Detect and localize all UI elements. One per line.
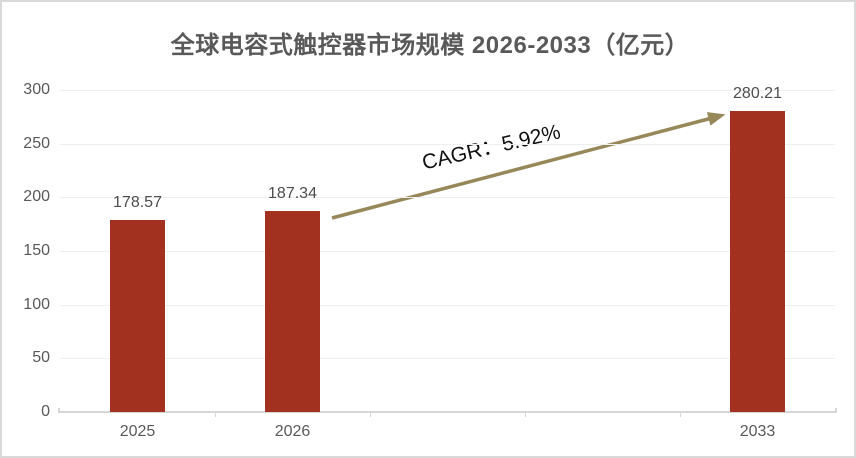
x-axis-tick-label: 2033 [739,423,776,440]
x-axis-line [58,411,837,413]
bar [110,220,165,412]
bar-value-label: 280.21 [733,85,782,103]
y-axis-tick-label: 100 [23,295,50,313]
y-axis-tick-label: 300 [23,81,50,98]
axis-endcap [58,408,60,412]
bar [730,111,785,412]
gridline [60,90,835,91]
axis-tick [370,412,371,417]
y-axis-tick-label: 250 [23,134,50,152]
gridline [60,143,835,145]
axis-tick [680,412,681,417]
cagr-annotation: CAGR：5.92% [419,120,563,175]
gridline [60,304,835,306]
axis-endcap [835,408,837,412]
x-axis-tick-label: 2026 [274,423,311,440]
chart-title: 全球电容式触控器市场规模 2026-2033（亿元） [170,32,690,59]
y-axis-tick-label: 200 [23,188,50,206]
bar-value-label: 187.34 [268,184,317,202]
y-axis-tick-label: 0 [41,403,50,420]
gridline [60,358,835,360]
bar-value-label: 178.57 [113,194,162,212]
y-axis-tick-label: 150 [23,242,50,259]
axis-tick [215,412,216,417]
x-axis-tick-label: 2025 [119,423,156,440]
axis-tick [525,412,526,417]
gridline [60,251,835,252]
y-axis-tick-label: 50 [32,349,50,367]
gridline [60,197,835,199]
bar [265,210,320,412]
